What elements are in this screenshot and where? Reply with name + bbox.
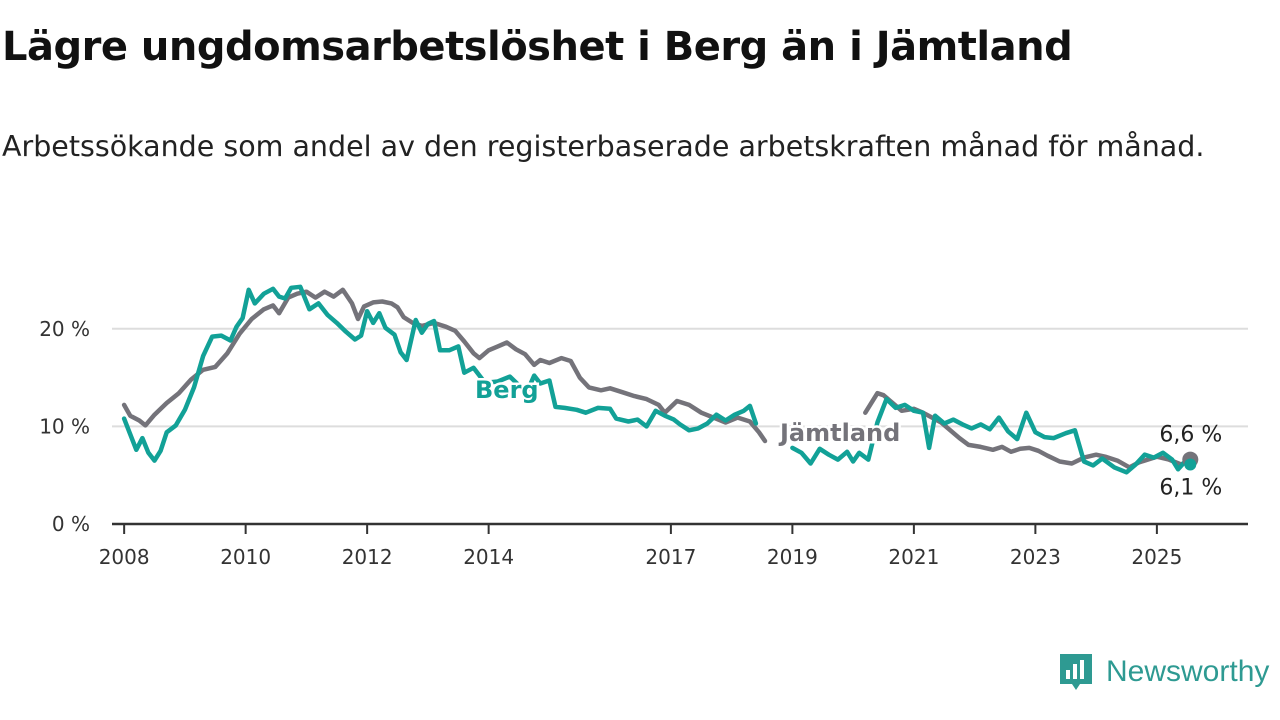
- x-tick-label: 2012: [342, 545, 393, 569]
- x-tick-label: 2014: [463, 545, 514, 569]
- jamtland-end-value: 6,6 %: [1159, 423, 1222, 448]
- y-tick-label: 20 %: [39, 317, 90, 341]
- x-tick-label: 2008: [99, 545, 150, 569]
- x-tick-label: 2010: [220, 545, 271, 569]
- series-labels: 6,6 % 6,1 % Berg Jämtland: [473, 374, 1223, 501]
- x-tick-label: 2025: [1131, 545, 1182, 569]
- berg-end-value: 6,1 %: [1159, 475, 1222, 500]
- y-tick-label: 10 %: [39, 414, 90, 438]
- newsworthy-logo-text: Newsworthy: [1106, 655, 1270, 688]
- x-tick-label: 2023: [1010, 545, 1061, 569]
- series-line-2: [121, 284, 759, 463]
- grid-lines: 0 % 10 % 20 %: [39, 317, 1248, 536]
- x-tick-label: 2017: [645, 545, 696, 569]
- y-tick-label: 0 %: [52, 512, 90, 536]
- series-lines: [121, 284, 1199, 475]
- x-tick-label: 2021: [888, 545, 939, 569]
- chart-title: Lägre ungdomsarbetslöshet i Berg än i Jä…: [2, 24, 1073, 70]
- chart-subtitle: Arbetssökande som andel av den registerb…: [2, 130, 1205, 163]
- jamtland-series-label: Jämtland: [778, 419, 900, 447]
- x-axis: 2008 2010 2012 2014 2017 2019 2021 2023 2025: [99, 522, 1248, 569]
- x-tick-label: 2019: [767, 545, 818, 569]
- newsworthy-logo-icon: [1060, 654, 1092, 690]
- newsworthy-logo: Newsworthy: [1058, 652, 1269, 692]
- berg-end-marker: [1184, 458, 1197, 471]
- berg-series-label: Berg: [475, 376, 539, 404]
- series-line-3: [790, 396, 1193, 475]
